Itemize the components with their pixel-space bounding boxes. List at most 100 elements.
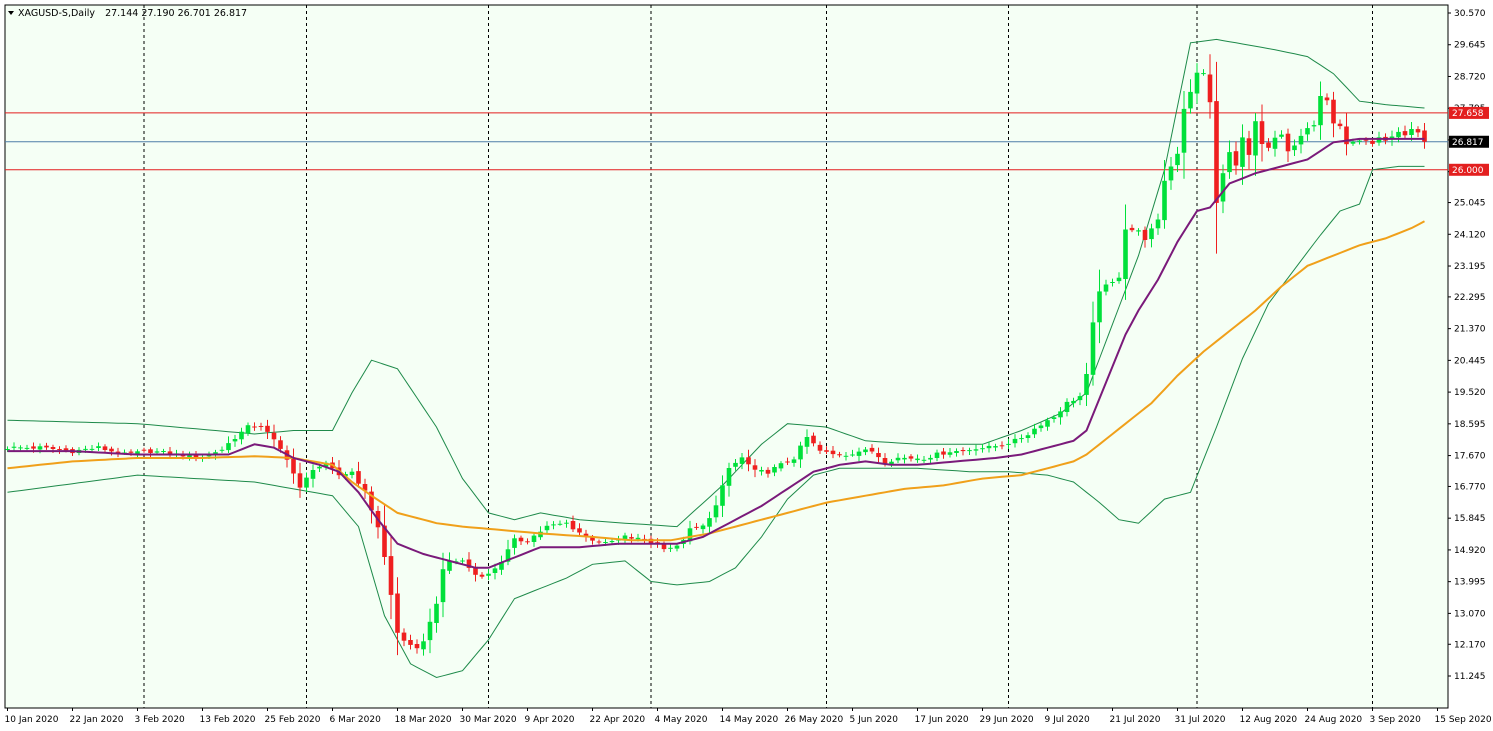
candle-body [707, 518, 712, 527]
candle-body [31, 446, 36, 449]
candle-body [1246, 138, 1252, 155]
candle-body [83, 448, 88, 450]
candle-body [843, 455, 849, 457]
candle-body [1123, 229, 1128, 279]
candle-body [583, 533, 589, 537]
candle-body [837, 454, 842, 456]
candle-body [1045, 420, 1050, 427]
candle-body [1110, 282, 1115, 283]
candle-body [713, 505, 719, 518]
candle-body [596, 541, 602, 543]
candle-body [395, 593, 400, 633]
candle-body [1220, 173, 1226, 202]
candle-body [941, 451, 946, 455]
candle-body [161, 451, 166, 452]
candle-body [739, 457, 745, 464]
candle-body [947, 452, 953, 455]
candle-body [661, 543, 667, 550]
x-tick-label: 14 May 2020 [720, 715, 779, 725]
candle-body [102, 446, 108, 450]
candle-body [752, 465, 758, 470]
candle-body [265, 425, 270, 432]
candle-body [408, 640, 413, 645]
candle-body [856, 451, 862, 456]
time-axis[interactable]: 10 Jan 2020 22 Jan 2020 3 Feb 2020 13 Feb 2… [5, 708, 1492, 725]
y-tick-label: 21.370 [1454, 325, 1486, 335]
level-price-tag-box [1449, 163, 1489, 176]
candle-body [817, 444, 823, 451]
x-tick-label: 9 Jul 2020 [1045, 715, 1090, 725]
candle-body [830, 450, 836, 455]
candle-body [668, 547, 673, 549]
candle-body [1376, 137, 1382, 143]
candle-body [1025, 435, 1031, 438]
candle-body [5, 449, 10, 450]
candle-body [427, 621, 433, 641]
y-tick-label: 15.845 [1454, 514, 1486, 524]
candle-body [999, 445, 1005, 447]
y-tick-label: 22.295 [1454, 293, 1486, 303]
x-tick-label: 30 Mar 2020 [460, 715, 517, 725]
chart-header: XAGUSD-S,Daily 27.144 27.190 26.701 26.8… [8, 8, 247, 19]
candle-body [148, 449, 153, 453]
y-tick-label: 30.570 [1454, 9, 1486, 19]
candle-body [694, 526, 699, 528]
candle-body [609, 541, 615, 543]
candle-body [791, 459, 797, 463]
candle-body [24, 447, 30, 449]
ma-slow-line [7, 220, 1425, 542]
candle-body [232, 439, 238, 442]
candle-body [1116, 277, 1122, 282]
candle-body [577, 528, 582, 533]
level-price-tag-label: 26.000 [1452, 166, 1484, 176]
candle-body [778, 463, 784, 469]
x-tick-label: 15 Sep 2020 [1435, 715, 1492, 725]
candle-body [460, 560, 465, 562]
candle-body [687, 528, 693, 542]
candle-body [525, 541, 530, 543]
candle-body [1077, 396, 1083, 401]
candle-body [479, 574, 485, 577]
candle-body [1175, 153, 1180, 166]
candle-body [973, 449, 979, 451]
x-tick-label: 21 Jul 2020 [1110, 715, 1161, 725]
plot-area[interactable] [4, 4, 1449, 709]
candle-body [57, 449, 62, 450]
candle-body [486, 573, 491, 576]
x-tick-label: 24 Aug 2020 [1305, 715, 1363, 725]
candle-body [980, 448, 985, 450]
y-tick-label: 20.445 [1454, 356, 1486, 366]
collapse-arrow-icon[interactable] [8, 11, 14, 15]
candle-body [219, 449, 225, 451]
candle-body [154, 451, 160, 453]
ma-fast-line [7, 137, 1425, 569]
symbol-name: XAGUSD-S,Daily [18, 8, 95, 19]
y-tick-label: 12.170 [1454, 640, 1486, 650]
bollinger-lower-line [7, 165, 1425, 679]
candle-body [1136, 230, 1141, 232]
horizontal-lines [5, 112, 1448, 171]
x-tick-label: 26 May 2020 [785, 715, 844, 725]
y-tick-label: 13.070 [1454, 609, 1486, 619]
y-tick-label: 11.245 [1454, 672, 1486, 682]
candle-body [720, 485, 725, 506]
candle-body [960, 450, 966, 452]
candle-body [1084, 374, 1089, 395]
x-tick-label: 3 Sep 2020 [1370, 715, 1422, 725]
candle-body [882, 458, 888, 464]
candle-body [1064, 401, 1070, 412]
candle-body [44, 445, 49, 448]
candle-body [993, 446, 998, 448]
x-tick-label: 25 Feb 2020 [265, 715, 321, 725]
candle-body [570, 521, 576, 530]
level-price-tag-label: 27.658 [1452, 109, 1484, 119]
candle-body [492, 568, 498, 573]
candle-body [96, 446, 101, 448]
candle-body [369, 491, 374, 511]
candle-body [1194, 72, 1200, 94]
y-tick-label: 19.520 [1454, 388, 1486, 398]
candle-body [726, 468, 732, 486]
candle-body [1292, 145, 1297, 151]
candle-body [1090, 322, 1096, 375]
